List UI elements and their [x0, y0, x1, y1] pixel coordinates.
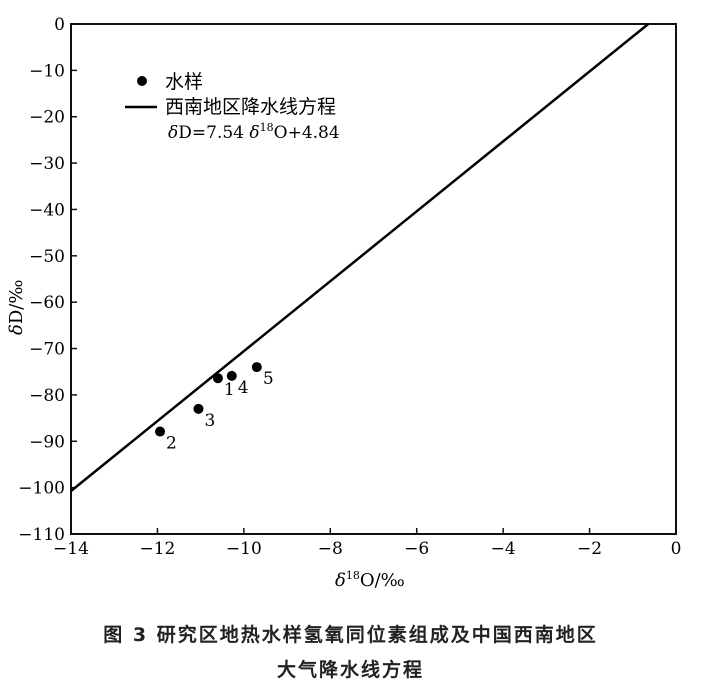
point-label-1: 1	[224, 380, 235, 400]
y-axis-label: δD/‰	[6, 280, 27, 336]
sample-point-2	[155, 426, 166, 437]
sample-point-3	[193, 403, 204, 414]
x-tick-label: −12	[139, 539, 175, 559]
y-tick-label: −90	[29, 432, 65, 452]
legend-label-line: 西南地区降水线方程	[165, 96, 336, 118]
x-tick-label: −6	[404, 539, 429, 559]
y-tick-label: −10	[29, 61, 65, 81]
y-tick-label: −100	[18, 479, 65, 499]
figure-caption-line2: 大气降水线方程	[276, 659, 424, 681]
y-tick-label: −20	[29, 108, 65, 128]
y-tick-label: −110	[18, 525, 65, 545]
x-tick-label: −14	[53, 539, 89, 559]
point-label-5: 5	[263, 369, 274, 389]
x-tick-label: 0	[671, 539, 682, 559]
y-tick-label: −70	[29, 340, 65, 360]
y-tick-label: 0	[54, 15, 65, 35]
x-tick-label: −2	[577, 539, 602, 559]
x-axis-label: δ18O/‰	[335, 569, 405, 591]
y-tick-label: −30	[29, 154, 65, 174]
y-tick-label: −50	[29, 247, 65, 267]
y-tick-label: −80	[29, 386, 65, 406]
plot-frame	[70, 23, 677, 535]
y-tick-label: −60	[29, 293, 65, 313]
sample-point-5	[251, 362, 262, 373]
legend-equation: δD=7.54 δ18O+4.84	[168, 121, 340, 143]
legend-marker-points	[137, 76, 147, 86]
y-tick-label: −40	[29, 200, 65, 220]
x-tick-label: −8	[318, 539, 343, 559]
sample-point-4	[226, 370, 237, 381]
figure-caption-line1: 图 3 研究区地热水样氢氧同位素组成及中国西南地区	[103, 624, 598, 646]
x-tick-label: −10	[226, 539, 262, 559]
precipitation-line	[70, 23, 650, 492]
point-label-2: 2	[166, 434, 177, 454]
point-label-4: 4	[238, 378, 249, 398]
sample-point-1	[212, 373, 223, 384]
legend-label-points: 水样	[165, 71, 203, 93]
legend: 水样 西南地区降水线方程 δD=7.54 δ18O+4.84	[125, 71, 340, 143]
x-tick-label: −4	[491, 539, 516, 559]
point-label-3: 3	[204, 411, 215, 431]
